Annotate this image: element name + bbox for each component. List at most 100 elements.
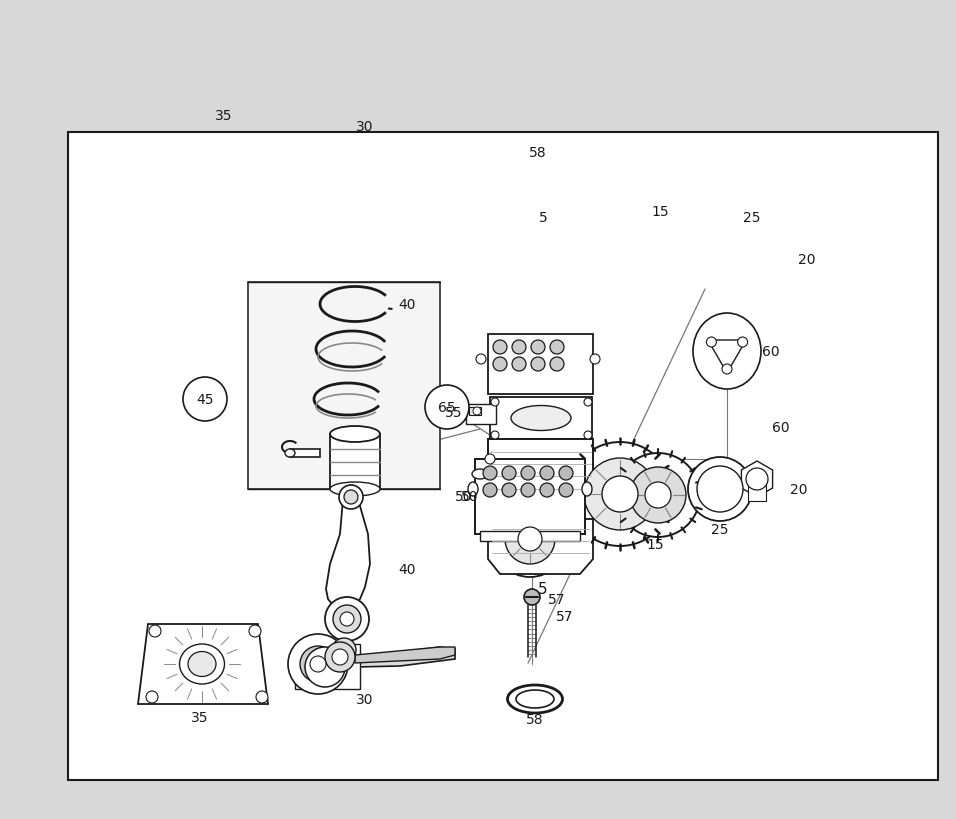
Text: 15: 15	[651, 205, 669, 219]
Circle shape	[559, 483, 573, 497]
Bar	[466, 405, 496, 424]
Text: 57: 57	[556, 609, 574, 623]
Circle shape	[746, 468, 768, 491]
Circle shape	[333, 605, 361, 633]
Circle shape	[505, 514, 555, 564]
Text: 35: 35	[191, 710, 208, 724]
Circle shape	[540, 467, 554, 481]
Circle shape	[584, 432, 592, 440]
Bar	[488, 440, 593, 519]
Circle shape	[531, 358, 545, 372]
Ellipse shape	[508, 686, 562, 713]
Text: 55: 55	[445, 408, 462, 422]
Circle shape	[340, 613, 354, 627]
Circle shape	[473, 408, 481, 415]
Bar	[490, 397, 592, 440]
Circle shape	[325, 642, 355, 672]
Text: 50: 50	[454, 490, 472, 504]
Bar	[475, 459, 585, 534]
Bar	[68, 133, 938, 780]
Text: 40: 40	[398, 563, 416, 577]
Text: 60: 60	[772, 420, 790, 434]
Ellipse shape	[180, 645, 225, 684]
Circle shape	[339, 486, 363, 509]
Ellipse shape	[330, 427, 380, 442]
Circle shape	[590, 355, 600, 364]
Text: 58: 58	[526, 713, 544, 726]
Circle shape	[491, 399, 499, 406]
Circle shape	[568, 442, 672, 546]
Polygon shape	[488, 519, 593, 574]
Circle shape	[584, 459, 656, 531]
Circle shape	[616, 454, 700, 537]
Circle shape	[521, 467, 535, 481]
Circle shape	[149, 625, 161, 637]
Circle shape	[550, 341, 564, 355]
Circle shape	[483, 467, 497, 481]
Ellipse shape	[511, 406, 571, 431]
Text: 15: 15	[646, 537, 663, 551]
Text: 60: 60	[762, 345, 780, 359]
Circle shape	[325, 597, 369, 641]
Polygon shape	[355, 647, 455, 667]
Ellipse shape	[188, 652, 216, 676]
Text: 35: 35	[215, 109, 232, 123]
Circle shape	[521, 483, 535, 497]
Circle shape	[697, 467, 743, 513]
Ellipse shape	[582, 482, 592, 496]
Ellipse shape	[330, 482, 380, 496]
Circle shape	[249, 625, 261, 637]
Circle shape	[502, 483, 516, 497]
Circle shape	[524, 590, 540, 605]
Circle shape	[518, 527, 542, 551]
Bar	[469, 408, 481, 415]
Text: 57: 57	[548, 592, 566, 606]
Bar	[290, 450, 320, 458]
Circle shape	[502, 467, 516, 481]
Circle shape	[493, 358, 507, 372]
Circle shape	[476, 355, 486, 364]
Text: 25: 25	[743, 210, 761, 224]
Polygon shape	[355, 647, 455, 663]
Circle shape	[146, 691, 158, 704]
Polygon shape	[248, 283, 440, 490]
Circle shape	[688, 458, 752, 522]
Circle shape	[602, 477, 638, 513]
Polygon shape	[295, 645, 360, 689]
Circle shape	[722, 364, 732, 374]
Polygon shape	[708, 341, 746, 373]
Ellipse shape	[285, 450, 295, 458]
Circle shape	[344, 491, 358, 505]
Text: 5: 5	[538, 210, 548, 224]
Text: 20: 20	[798, 253, 815, 267]
Ellipse shape	[693, 314, 761, 390]
Circle shape	[492, 501, 568, 577]
Circle shape	[483, 483, 497, 497]
Bar	[480, 532, 580, 541]
Circle shape	[288, 634, 348, 695]
Circle shape	[706, 337, 716, 347]
Text: 30: 30	[357, 120, 374, 133]
Ellipse shape	[516, 690, 554, 708]
Text: 45: 45	[196, 392, 214, 406]
Circle shape	[256, 691, 268, 704]
Circle shape	[559, 467, 573, 481]
Polygon shape	[326, 500, 370, 611]
Circle shape	[305, 647, 345, 687]
Text: 58: 58	[530, 146, 547, 160]
Circle shape	[512, 358, 526, 372]
Text: 5: 5	[538, 581, 548, 597]
Circle shape	[310, 656, 326, 672]
Polygon shape	[742, 461, 772, 497]
Text: 50: 50	[461, 490, 478, 504]
Circle shape	[183, 378, 227, 422]
Text: 40: 40	[398, 297, 416, 311]
Circle shape	[491, 432, 499, 440]
Circle shape	[485, 455, 495, 464]
Bar	[330, 434, 380, 490]
Circle shape	[550, 358, 564, 372]
Circle shape	[584, 399, 592, 406]
Circle shape	[540, 483, 554, 497]
Text: 55: 55	[445, 405, 462, 419]
Text: 30: 30	[357, 692, 374, 706]
